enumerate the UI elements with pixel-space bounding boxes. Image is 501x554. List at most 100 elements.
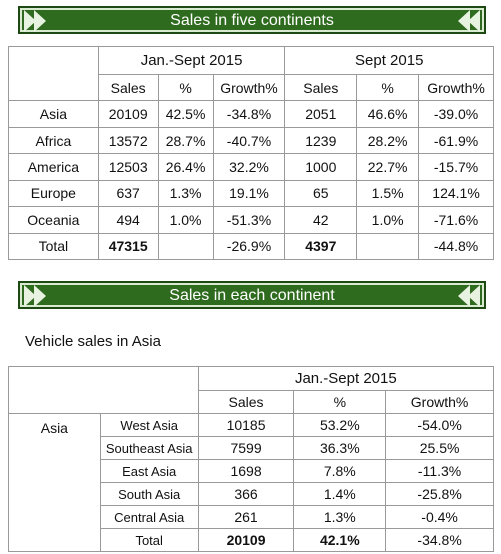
table-cell: -34.8% (385, 528, 494, 552)
table-cell (356, 232, 420, 261)
table-cell: 1000 (284, 153, 358, 181)
table-cell: -51.3% (212, 206, 286, 234)
row-label: Southeast Asia (99, 436, 199, 461)
column-header: % (293, 390, 387, 415)
table-cell: 65 (284, 179, 358, 208)
column-header: Growth% (418, 73, 494, 102)
table-cell: 366 (197, 482, 295, 507)
banner-title: Sales in five continents (170, 12, 334, 29)
table-cell: 53.2% (293, 413, 387, 438)
table-cell: 20109 (197, 528, 295, 552)
row-label: South Asia (99, 482, 199, 507)
table-cell: 26.4% (157, 153, 214, 181)
chevron-left-icon (468, 285, 480, 307)
table-cell: 2051 (284, 100, 358, 128)
table-cell: 1.0% (157, 206, 214, 234)
table-cell: 637 (97, 179, 159, 208)
row-label: Europe (8, 179, 99, 208)
table-cell: 1.0% (356, 206, 420, 234)
table-cell: 28.7% (157, 126, 214, 155)
column-header: Growth% (385, 390, 494, 415)
table-cell: -61.9% (418, 126, 494, 155)
table-row: Asia West Asia 10185 53.2% -54.0% (8, 413, 494, 552)
column-header: % (157, 73, 214, 102)
table-row: Central Asia 261 1.3% -0.4% (9, 505, 494, 530)
table-cell: 42 (284, 206, 358, 234)
table-cell: -54.0% (385, 413, 494, 438)
table-row: America 12503 26.4% 32.2% 1000 22.7% -15… (8, 153, 494, 181)
table-cell: -11.3% (385, 459, 494, 484)
row-label: Africa (8, 126, 99, 155)
chevron-right-icon (34, 285, 46, 307)
table-cell: 36.3% (293, 436, 387, 461)
row-label: Oceania (8, 206, 99, 234)
table-row: Asia 20109 42.5% -34.8% 2051 46.6% -39.0… (8, 100, 494, 128)
column-header: % (356, 73, 420, 102)
table-row: South Asia 366 1.4% -25.8% (9, 482, 494, 507)
column-header: Sales (284, 73, 358, 102)
section-banner-five-continents: Sales in five continents (18, 6, 486, 34)
row-label: America (8, 153, 99, 181)
table-cell: 1239 (284, 126, 358, 155)
table-cell: -0.4% (385, 505, 494, 530)
table-cell: 28.2% (356, 126, 420, 155)
row-label: Central Asia (99, 505, 199, 530)
table-header-row: Jan.-Sept 2015 Sept 2015 (8, 45, 494, 102)
chevron-left-icon (458, 285, 470, 307)
table-cell: 46.6% (356, 100, 420, 128)
table-row: Africa 13572 28.7% -40.7% 1239 28.2% -61… (8, 126, 494, 155)
five-continents-table: Jan.-Sept 2015 Sept 2015 Sales % Growth%… (8, 45, 494, 261)
table-cell: 12503 (97, 153, 159, 181)
column-header: Growth% (212, 73, 286, 102)
chevron-right-icon (24, 285, 36, 307)
table-cell: -25.8% (385, 482, 494, 507)
table-cell: 1.4% (293, 482, 387, 507)
table-cell: 124.1% (418, 179, 494, 208)
banner-title: Sales in each continent (169, 287, 335, 304)
section-subtitle: Vehicle sales in Asia (25, 333, 161, 350)
chevron-right-icon (24, 10, 36, 32)
table-row: Oceania 494 1.0% -51.3% 42 1.0% -71.6% (8, 206, 494, 234)
row-label: West Asia (99, 413, 199, 438)
table-cell: 1.3% (157, 179, 214, 208)
table-cell: 7599 (197, 436, 295, 461)
table-cell: 42.5% (157, 100, 214, 128)
table-total-row: Total 20109 42.1% -34.8% (9, 528, 494, 552)
table-header-row: Jan.-Sept 2015 (8, 365, 495, 415)
table-cell: 42.1% (293, 528, 387, 552)
period-header: Sept 2015 (284, 46, 494, 75)
table-cell: 494 (97, 206, 159, 234)
table-cell: -26.9% (212, 232, 286, 261)
table-cell: -39.0% (418, 100, 494, 128)
table-cell: 47315 (97, 232, 159, 261)
asia-sales-table: Jan.-Sept 2015 Sales % Growth% Asia West… (8, 365, 495, 552)
table-cell: 1.3% (293, 505, 387, 530)
row-label: Asia (8, 100, 99, 128)
table-cell: 13572 (97, 126, 159, 155)
table-header-row: Sales % Growth% Sales % Growth% (9, 73, 494, 102)
table-cell: -71.6% (418, 206, 494, 234)
period-header: Jan.-Sept 2015 (197, 365, 495, 392)
table-cell: 261 (197, 505, 295, 530)
table-cell: 32.2% (212, 153, 286, 181)
table-cell: 20109 (97, 100, 159, 128)
corner-cell (8, 365, 199, 415)
table-cell: 1698 (197, 459, 295, 484)
table-cell: 25.5% (385, 436, 494, 461)
table-cell: 4397 (284, 232, 358, 261)
table-cell: -15.7% (418, 153, 494, 181)
table-total-row: Total 47315 -26.9% 4397 -44.8% (8, 232, 494, 261)
row-label: Total (99, 528, 199, 552)
table-cell: -34.8% (212, 100, 286, 128)
column-header: Sales (97, 73, 159, 102)
period-header: Jan.-Sept 2015 (97, 46, 286, 75)
table-row: Europe 637 1.3% 19.1% 65 1.5% 124.1% (8, 179, 494, 208)
row-label: East Asia (99, 459, 199, 484)
column-header: Sales (197, 390, 295, 415)
chevron-right-icon (34, 10, 46, 32)
chevron-left-icon (458, 10, 470, 32)
chevron-left-icon (468, 10, 480, 32)
row-label: Total (8, 232, 99, 261)
table-cell: -44.8% (418, 232, 494, 261)
section-banner-each-continent: Sales in each continent (18, 281, 486, 309)
